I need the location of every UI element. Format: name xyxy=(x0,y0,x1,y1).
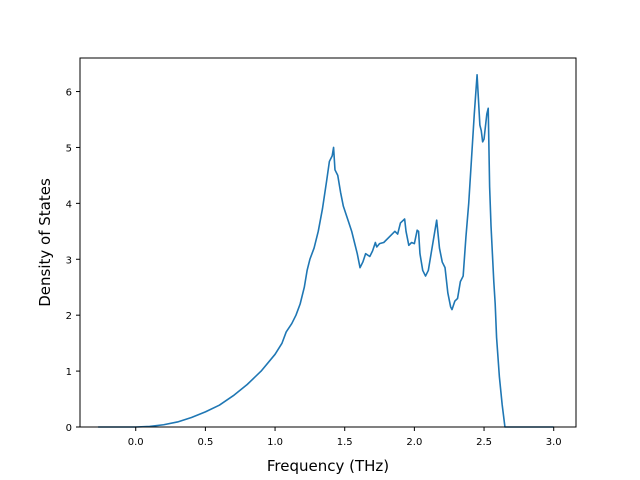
x-axis-label: Frequency (THz) xyxy=(267,457,389,475)
x-tick-label: 1.5 xyxy=(337,437,353,448)
x-tick-label: 3.0 xyxy=(546,437,562,448)
x-tick-label: 0.5 xyxy=(197,437,213,448)
x-tick-label: 1.0 xyxy=(267,437,283,448)
dos-series-line xyxy=(98,73,554,428)
y-tick-label: 2 xyxy=(66,311,72,322)
x-tick-label: 0.0 xyxy=(128,437,144,448)
y-axis-label: Density of States xyxy=(36,178,54,307)
y-tick-label: 6 xyxy=(66,88,72,99)
y-tick-label: 1 xyxy=(66,367,72,378)
x-tick-label: 2.0 xyxy=(406,437,422,448)
plot-frame xyxy=(79,57,577,428)
plot-area xyxy=(98,73,554,428)
x-tick-label: 2.5 xyxy=(476,437,492,448)
y-tick-label: 5 xyxy=(66,143,72,154)
y-tick-label: 4 xyxy=(66,199,72,210)
y-tick-label: 0 xyxy=(66,423,72,434)
x-axis-ticks: 0.0 0.5 1.0 1.5 2.0 2.5 3.0 xyxy=(128,427,562,448)
y-axis-ticks: 0 1 2 3 4 5 6 xyxy=(66,88,80,434)
y-tick-label: 3 xyxy=(66,255,72,266)
